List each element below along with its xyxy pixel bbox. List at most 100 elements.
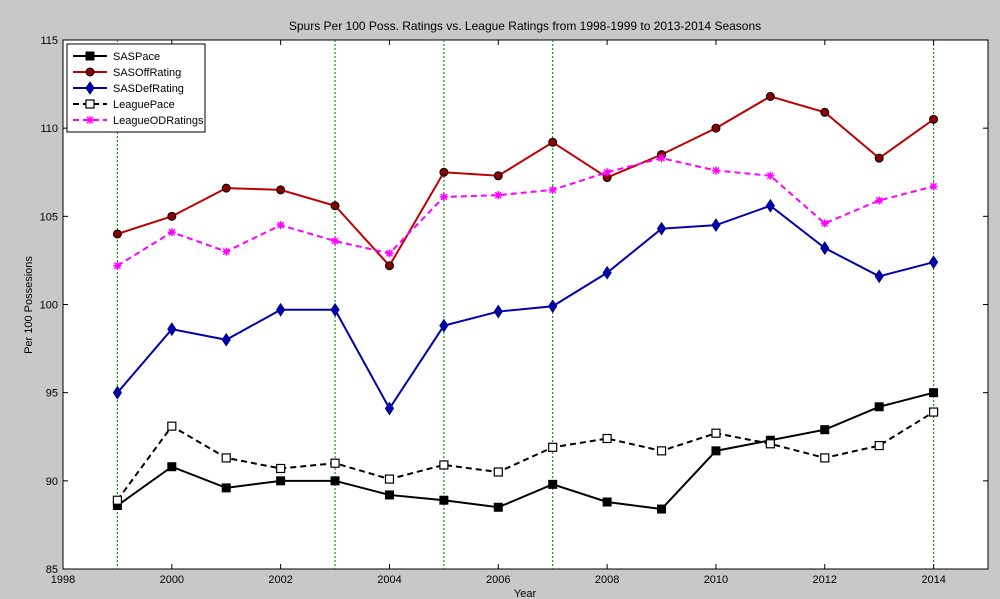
y-tick-label: 90	[46, 476, 58, 488]
y-tick-label: 105	[40, 211, 58, 223]
data-point	[874, 153, 884, 163]
data-point	[276, 476, 286, 486]
data-point	[548, 442, 558, 452]
legend-label: SASDefRating	[113, 83, 184, 95]
data-point	[331, 237, 340, 246]
data-point	[928, 255, 939, 270]
data-point	[929, 114, 939, 124]
data-point	[493, 467, 503, 477]
series-SASDefRating	[112, 198, 939, 416]
data-point	[330, 201, 340, 211]
legend-label: SASPace	[113, 51, 160, 63]
series-line	[116, 157, 934, 267]
x-tick-label: 2008	[595, 574, 619, 586]
data-point	[384, 261, 394, 271]
data-point	[820, 425, 830, 435]
data-point	[711, 428, 721, 438]
data-point	[820, 453, 830, 463]
data-point	[657, 154, 666, 163]
data-point	[494, 191, 503, 200]
data-point	[765, 91, 775, 101]
series-line	[116, 204, 934, 411]
data-point	[439, 318, 449, 333]
y-tick-label: 115	[40, 35, 58, 47]
series-SASOffRating	[112, 91, 939, 271]
data-point	[221, 453, 231, 463]
legend-label: LeaguePace	[113, 99, 175, 111]
data-point	[330, 476, 340, 486]
data-point	[276, 221, 285, 230]
axes-area	[62, 39, 989, 570]
data-point	[602, 433, 612, 444]
data-point	[85, 99, 95, 109]
data-point	[711, 166, 720, 175]
x-tick-label: 2006	[486, 574, 510, 586]
data-point	[439, 495, 449, 505]
data-point	[113, 261, 122, 270]
y-tick-label: 95	[46, 388, 58, 400]
y-tick-label: 100	[40, 300, 58, 312]
chart-title: Spurs Per 100 Poss. Ratings vs. League R…	[289, 19, 761, 33]
data-point	[711, 218, 721, 233]
series-SASPace	[112, 388, 939, 514]
data-point	[493, 304, 503, 319]
data-point	[86, 116, 94, 124]
data-point	[439, 192, 448, 201]
series-LeaguePace	[112, 407, 939, 505]
data-point	[603, 168, 612, 177]
data-point	[221, 332, 231, 347]
data-point	[548, 137, 558, 147]
x-tick-label: 2002	[268, 574, 292, 586]
data-point	[765, 439, 775, 449]
axis-ticks: 1998 2000 2002 2004 2006 2008 2010 2012 2014 85 90…	[40, 35, 988, 586]
series-LeagueODRatings	[113, 154, 938, 270]
data-point	[928, 407, 939, 417]
series-group	[112, 91, 939, 514]
data-point	[384, 490, 394, 500]
data-point	[929, 388, 939, 398]
data-point	[548, 479, 558, 489]
series-line	[116, 411, 935, 501]
x-tick-label: 2012	[813, 574, 837, 586]
data-point	[384, 401, 395, 416]
data-point	[493, 502, 503, 512]
data-point	[765, 198, 775, 213]
data-point	[167, 211, 177, 221]
data-point	[602, 265, 612, 280]
legend-label: SASOffRating	[113, 67, 181, 79]
x-axis-label: Year	[514, 588, 537, 599]
data-point	[276, 463, 286, 474]
data-point	[221, 483, 231, 493]
data-point	[85, 51, 95, 61]
data-point	[874, 440, 884, 451]
data-point	[276, 302, 286, 317]
legend-label: LeagueODRatings	[113, 115, 204, 127]
data-point	[874, 269, 884, 284]
data-point	[766, 171, 775, 180]
data-point	[656, 221, 667, 236]
data-point	[167, 322, 177, 337]
data-point	[929, 182, 938, 191]
data-point	[276, 185, 286, 195]
data-point	[548, 185, 557, 194]
data-point	[874, 402, 884, 412]
data-point	[820, 107, 830, 117]
data-point	[167, 228, 176, 237]
x-tick-label: 2010	[704, 574, 728, 586]
x-tick-label: 1998	[51, 574, 75, 586]
data-point	[330, 302, 340, 317]
data-point	[548, 299, 558, 314]
data-point	[711, 446, 721, 456]
x-tick-label: 2000	[160, 574, 184, 586]
series-line	[116, 391, 934, 511]
legend: SASPace SASOffRating SASDefRating LeaguePac…	[66, 43, 206, 133]
data-point	[875, 196, 884, 205]
data-point	[493, 171, 503, 181]
data-point	[657, 504, 667, 514]
data-point	[221, 183, 231, 193]
data-point	[167, 462, 177, 472]
data-point	[384, 474, 395, 484]
data-point	[112, 385, 123, 400]
data-point	[85, 81, 95, 95]
